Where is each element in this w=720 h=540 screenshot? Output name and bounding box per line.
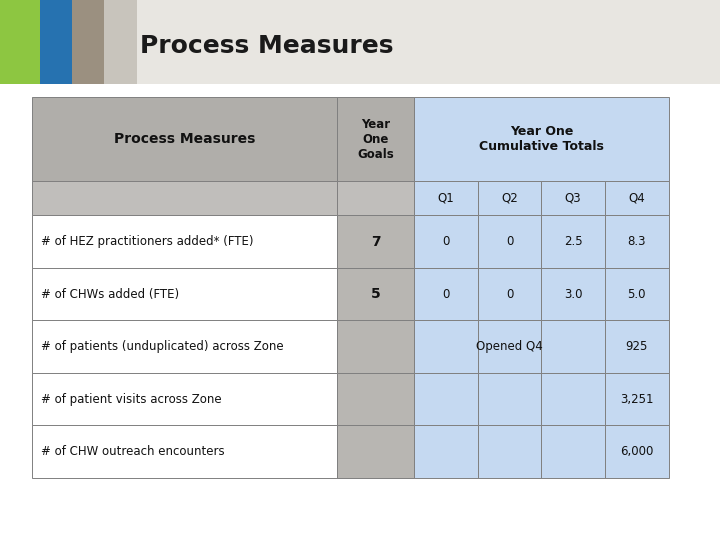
Bar bbox=[477, 426, 541, 478]
Text: # of patient visits across Zone: # of patient visits across Zone bbox=[41, 393, 222, 406]
Text: Year
One
Goals: Year One Goals bbox=[357, 118, 394, 160]
Text: 7: 7 bbox=[371, 234, 380, 248]
Bar bbox=[477, 320, 541, 373]
Bar bbox=[605, 426, 669, 478]
Bar bbox=[477, 268, 541, 320]
Bar bbox=[32, 181, 337, 215]
Bar bbox=[337, 97, 414, 181]
Bar bbox=[414, 268, 477, 320]
Bar bbox=[541, 426, 605, 478]
Bar bbox=[541, 373, 605, 426]
Bar bbox=[414, 426, 477, 478]
Bar bbox=[477, 215, 541, 268]
Bar bbox=[605, 320, 669, 373]
Text: # of CHW outreach encounters: # of CHW outreach encounters bbox=[41, 445, 225, 458]
Bar bbox=[541, 181, 605, 215]
Bar bbox=[414, 215, 477, 268]
Bar bbox=[337, 215, 414, 268]
Bar bbox=[337, 181, 414, 215]
Bar bbox=[605, 373, 669, 426]
Text: 925: 925 bbox=[626, 340, 648, 353]
Bar bbox=[605, 181, 669, 215]
Bar bbox=[414, 97, 668, 181]
Bar bbox=[541, 320, 605, 373]
Bar bbox=[104, 0, 137, 84]
Bar bbox=[414, 373, 477, 426]
Text: # of HEZ practitioners added* (FTE): # of HEZ practitioners added* (FTE) bbox=[41, 235, 253, 248]
Bar bbox=[477, 373, 541, 426]
Text: # of patients (unduplicated) across Zone: # of patients (unduplicated) across Zone bbox=[41, 340, 284, 353]
Text: 0: 0 bbox=[442, 288, 449, 301]
Text: Process Measures: Process Measures bbox=[114, 132, 256, 146]
Text: Q2: Q2 bbox=[501, 192, 518, 205]
Bar bbox=[32, 97, 337, 181]
Text: 0: 0 bbox=[506, 235, 513, 248]
Text: 8.3: 8.3 bbox=[627, 235, 646, 248]
Bar bbox=[477, 181, 541, 215]
Bar bbox=[32, 373, 337, 426]
Text: 0: 0 bbox=[506, 288, 513, 301]
Text: 2.5: 2.5 bbox=[564, 235, 582, 248]
Text: Q1: Q1 bbox=[438, 192, 454, 205]
Text: 3.0: 3.0 bbox=[564, 288, 582, 301]
Bar bbox=[32, 268, 337, 320]
Text: 6,000: 6,000 bbox=[620, 445, 654, 458]
Bar bbox=[32, 426, 337, 478]
Bar bbox=[40, 0, 72, 84]
Text: 0: 0 bbox=[442, 235, 449, 248]
Bar bbox=[605, 268, 669, 320]
Bar bbox=[605, 215, 669, 268]
Text: # of CHWs added (FTE): # of CHWs added (FTE) bbox=[41, 288, 179, 301]
Bar bbox=[337, 373, 414, 426]
Bar bbox=[414, 181, 477, 215]
Bar bbox=[32, 320, 337, 373]
Text: 3,251: 3,251 bbox=[620, 393, 654, 406]
Bar bbox=[414, 320, 477, 373]
Bar bbox=[337, 268, 414, 320]
Bar bbox=[541, 268, 605, 320]
Text: Opened Q4: Opened Q4 bbox=[476, 340, 543, 353]
Bar bbox=[72, 0, 104, 84]
Bar bbox=[0, 0, 720, 84]
Text: Q4: Q4 bbox=[629, 192, 645, 205]
Text: Q3: Q3 bbox=[564, 192, 582, 205]
Bar bbox=[32, 215, 337, 268]
Text: Process Measures: Process Measures bbox=[140, 34, 394, 58]
Text: 5.0: 5.0 bbox=[627, 288, 646, 301]
Bar bbox=[337, 320, 414, 373]
Text: 5: 5 bbox=[371, 287, 380, 301]
Bar bbox=[0, 0, 40, 84]
Bar bbox=[337, 426, 414, 478]
Bar bbox=[541, 215, 605, 268]
Text: Year One
Cumulative Totals: Year One Cumulative Totals bbox=[479, 125, 604, 153]
